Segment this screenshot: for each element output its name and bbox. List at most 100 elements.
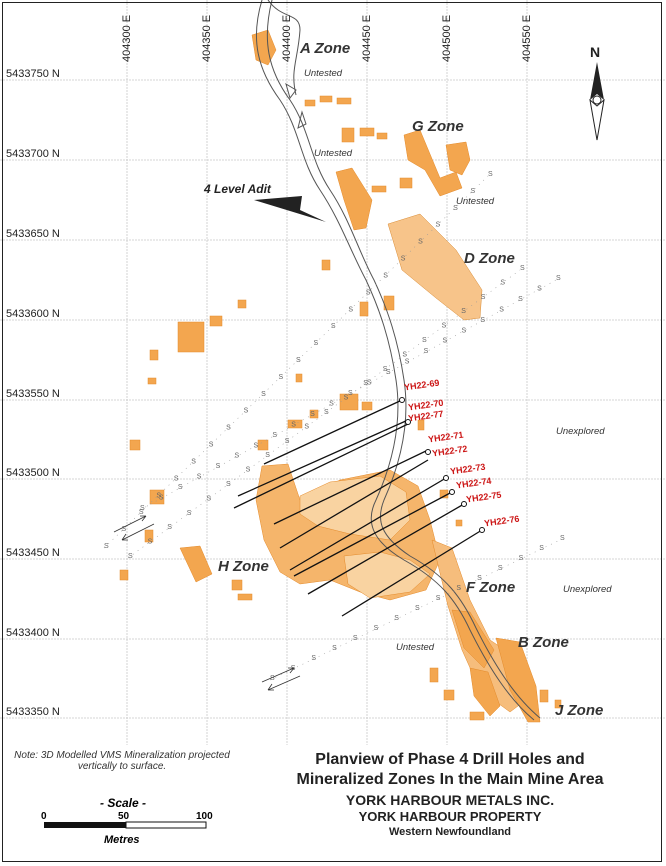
section-marker: S [104,543,109,550]
section-marker: S [443,338,448,345]
section-marker: S [442,323,447,330]
grid-lines [0,0,666,745]
northing-label: 5433750 N [6,68,60,80]
section-marker: S [348,306,353,313]
northing-label: 5433550 N [6,388,60,400]
easting-label: 404400 E [281,14,293,62]
section-marker: S [167,524,172,531]
section-marker: S [139,509,144,516]
scale-tick-label: 100 [196,811,213,822]
section-marker: S [270,675,275,682]
section-marker: S [332,645,337,652]
status-label: Untested [456,196,495,207]
section-marker: S [401,256,406,263]
easting-label: 404500 E [441,14,453,62]
section-marker: S [209,442,214,449]
section-marker: S [121,526,126,533]
drill-traces [233,399,483,617]
section-marker: S [418,239,423,246]
section-marker: S [313,340,318,347]
section-marker: S [477,575,482,582]
status-label: Untested [314,148,353,159]
section-marker: S [206,495,211,502]
status-label: Untested [396,642,435,653]
section-marker: S [279,374,284,381]
section-marker: S [296,357,301,364]
section-marker: S [405,359,410,366]
section-marker: S [374,625,379,632]
section-marker: S [331,323,336,330]
easting-label: 404300 E [121,14,133,62]
title-block: Planview of Phase 4 Drill Holes and Mine… [240,750,660,839]
section-marker: S [191,458,196,465]
section-marker: S [461,327,466,334]
zone-label-b: B Zone [518,634,569,651]
section-marker: S [422,337,427,344]
section-marker: S [367,380,372,387]
section-marker: S [304,423,309,430]
section-marker: S [498,565,503,572]
section-marker: S [436,595,441,602]
property-name: YORK HARBOUR PROPERTY [358,809,542,824]
north-arrow-icon [589,62,605,141]
section-marker: S [383,272,388,279]
section-marker: S [520,265,525,272]
section-marker: S [539,545,544,552]
section-arrows [113,515,301,691]
section-marker: S [481,294,486,301]
northing-label: 5433500 N [6,467,60,479]
zone-label-a: A Zone [300,40,351,57]
northing-label: 5433350 N [6,706,60,718]
zone-label-g: G Zone [412,118,464,135]
northing-label: 5433600 N [6,308,60,320]
section-marker: S [537,285,542,292]
section-marker: S [246,467,251,474]
section-marker: S [402,351,407,358]
mine-track [256,0,541,721]
section-marker: S [353,635,358,642]
region-name: Western Newfoundland [388,826,512,838]
northing-label: 5433400 N [6,627,60,639]
section-marker: S [235,453,240,460]
section-marker: S [174,475,179,482]
drill-collars [399,397,485,533]
section-marker: S [560,535,565,542]
adit-label: 4 Level Adit [204,182,271,196]
section-marker: S [363,380,368,387]
section-marker: S [519,555,524,562]
north-label: N [590,44,601,60]
status-label: Unexplored [556,426,605,437]
northing-label: 5433700 N [6,148,60,160]
scale-bar [44,821,207,829]
section-marker: S [272,432,277,439]
zone-label-h: H Zone [218,558,269,575]
section-marker: S [178,484,183,491]
section-marker: S [291,665,296,672]
easting-label: 404550 E [521,14,533,62]
section-marker: S [148,539,153,546]
section-marker: S [311,655,316,662]
section-marker: S [285,438,290,445]
section-marker: S [324,409,329,416]
section-marker: S [197,474,202,481]
scale-tick-label: 0 [41,811,47,822]
status-label: Unexplored [563,584,612,595]
mineralized-zones [119,29,562,723]
section-marker: S [394,615,399,622]
northing-label: 5433450 N [6,547,60,559]
section-marker: S [253,442,258,449]
section-marker: S [261,391,266,398]
section-marker: S [499,306,504,313]
section-marker: S [471,188,476,195]
section-marker: S [159,495,164,502]
section-marker: S [518,296,523,303]
zone-label-f: F Zone [466,579,516,596]
section-marker: S [226,425,231,432]
section-marker: S [453,205,458,212]
section-marker: S [187,510,192,517]
map-note: Note: 3D Modelled VMS Mineralization pro… [14,750,230,772]
section-marker: S [226,481,231,488]
scale-unit: Metres [104,834,140,846]
section-marker: S [128,553,133,560]
